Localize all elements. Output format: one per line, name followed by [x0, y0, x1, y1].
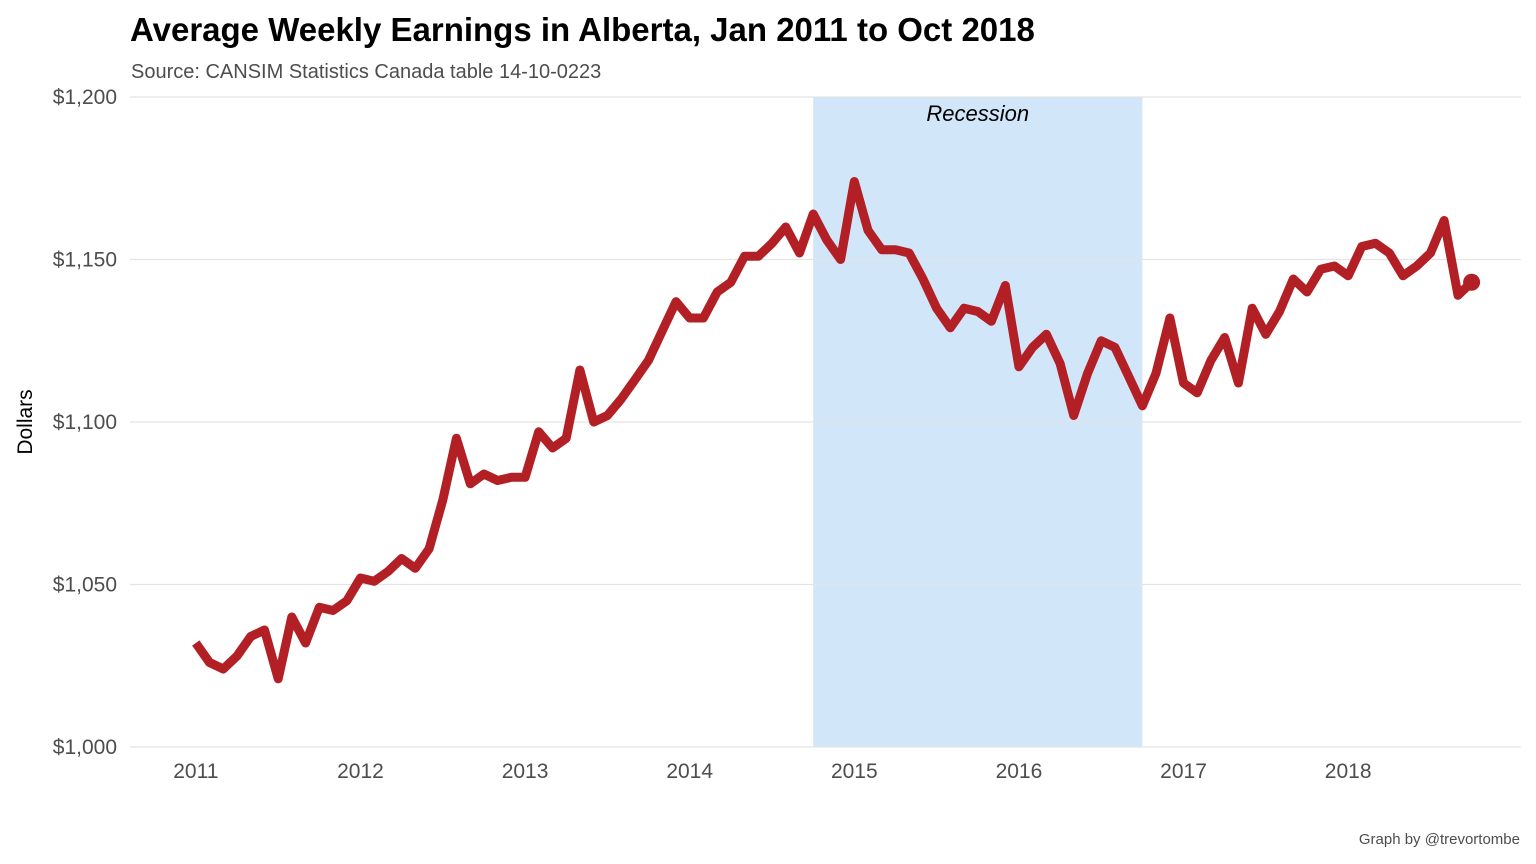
x-tick-label: 2015 [831, 760, 878, 783]
y-tick-label: $1,150 [53, 249, 117, 272]
y-tick-label: $1,000 [53, 736, 117, 759]
recession-annotation: Recession [926, 101, 1029, 126]
chart-subtitle: Source: CANSIM Statistics Canada table 1… [131, 61, 601, 83]
x-tick-label: 2016 [996, 760, 1043, 783]
x-tick-label: 2012 [337, 760, 384, 783]
y-tick-label: $1,050 [53, 574, 117, 597]
y-tick-label: $1,200 [53, 86, 117, 109]
x-tick-label: 2014 [666, 760, 713, 783]
x-tick-label: 2018 [1325, 760, 1372, 783]
series-line [192, 177, 1475, 684]
chart-title: Average Weekly Earnings in Alberta, Jan … [130, 11, 1035, 48]
series-end-point [1463, 273, 1481, 291]
series-line-layer [192, 177, 1481, 684]
y-axis-label: Dollars [14, 389, 37, 454]
chart-caption: Graph by @trevortombe [1359, 831, 1520, 848]
x-tick-label: 2017 [1160, 760, 1207, 783]
tick-label-layer: $1,000 $1,050 $1,100 $1,150 $1,200 2011 2012 20… [53, 86, 1372, 783]
y-tick-label: $1,100 [53, 411, 117, 434]
x-tick-label: 2011 [173, 760, 218, 783]
x-tick-label: 2013 [502, 760, 549, 783]
